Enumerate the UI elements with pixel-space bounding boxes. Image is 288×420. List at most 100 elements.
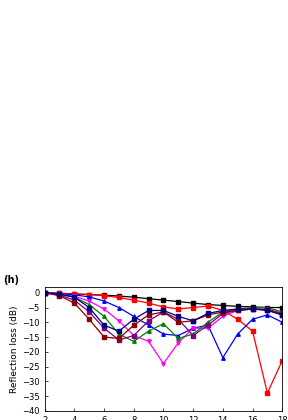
4.5 mm: [221, 310, 225, 315]
3.0 mm: [43, 290, 46, 295]
3.5 mm: [177, 336, 180, 341]
5.0 mm: [206, 311, 210, 316]
3.5 mm: [192, 331, 195, 336]
5.0 mm: [43, 290, 46, 295]
4.5 mm: [43, 290, 46, 295]
2.5 mm: [251, 317, 254, 322]
Line: 1.5 mm: 1.5 mm: [43, 291, 284, 309]
1.5 mm: [132, 295, 135, 300]
5.0 mm: [58, 292, 61, 297]
3.0 mm: [102, 307, 106, 312]
Line: 4.5 mm: 4.5 mm: [43, 291, 284, 340]
1.5 mm: [43, 290, 46, 295]
4.5 mm: [147, 312, 150, 318]
5.0 mm: [221, 308, 225, 313]
1.5 mm: [102, 293, 106, 298]
Line: 3.0 mm: 3.0 mm: [43, 291, 284, 365]
4.0 mm: [177, 317, 180, 322]
2.5 mm: [43, 290, 46, 295]
5.0 mm: [88, 305, 91, 310]
4.0 mm: [102, 326, 106, 331]
Line: 2.5 mm: 2.5 mm: [43, 291, 284, 360]
1.5 mm: [236, 304, 239, 309]
2.0 mm: [162, 304, 165, 310]
5.0 mm: [162, 308, 165, 313]
3.5 mm: [206, 320, 210, 325]
4.5 mm: [206, 312, 210, 318]
4.0 mm: [147, 318, 150, 323]
3.5 mm: [102, 314, 106, 319]
1.5 mm: [88, 292, 91, 297]
1.5 mm: [58, 291, 61, 296]
4.0 mm: [58, 293, 61, 298]
Text: (h): (h): [3, 275, 19, 285]
3.5 mm: [58, 292, 61, 297]
1.5 mm: [117, 294, 121, 299]
5.0 mm: [147, 308, 150, 313]
4.0 mm: [132, 333, 135, 338]
2.0 mm: [281, 358, 284, 363]
4.5 mm: [281, 312, 284, 318]
3.5 mm: [73, 295, 76, 300]
2.0 mm: [117, 295, 121, 300]
4.0 mm: [88, 310, 91, 315]
2.5 mm: [177, 333, 180, 338]
3.0 mm: [88, 299, 91, 304]
3.0 mm: [73, 294, 76, 299]
2.0 mm: [88, 292, 91, 297]
3.5 mm: [147, 328, 150, 333]
4.0 mm: [236, 308, 239, 313]
3.0 mm: [221, 314, 225, 319]
2.0 mm: [192, 305, 195, 310]
3.5 mm: [251, 305, 254, 310]
5.0 mm: [102, 323, 106, 328]
4.5 mm: [162, 310, 165, 315]
Line: 2.0 mm: 2.0 mm: [43, 291, 284, 395]
5.0 mm: [117, 328, 121, 333]
5.0 mm: [236, 307, 239, 312]
3.0 mm: [266, 307, 269, 312]
3.0 mm: [58, 292, 61, 297]
1.5 mm: [192, 301, 195, 306]
Y-axis label: Reflection loss (dB): Reflection loss (dB): [10, 305, 19, 393]
2.5 mm: [266, 312, 269, 318]
1.5 mm: [177, 299, 180, 304]
1.5 mm: [266, 305, 269, 310]
2.0 mm: [102, 293, 106, 298]
2.5 mm: [147, 323, 150, 328]
4.0 mm: [117, 337, 121, 342]
2.0 mm: [236, 317, 239, 322]
5.0 mm: [192, 318, 195, 323]
2.5 mm: [73, 292, 76, 297]
2.5 mm: [162, 331, 165, 336]
3.5 mm: [88, 302, 91, 307]
3.0 mm: [132, 333, 135, 338]
2.5 mm: [88, 294, 91, 299]
2.5 mm: [192, 326, 195, 331]
4.5 mm: [73, 301, 76, 306]
3.0 mm: [117, 318, 121, 323]
2.5 mm: [132, 314, 135, 319]
1.5 mm: [73, 291, 76, 297]
2.0 mm: [206, 304, 210, 309]
2.0 mm: [132, 298, 135, 303]
5.0 mm: [177, 314, 180, 319]
5.0 mm: [281, 312, 284, 318]
4.0 mm: [73, 298, 76, 303]
Line: 3.5 mm: 3.5 mm: [43, 291, 284, 343]
4.5 mm: [236, 308, 239, 313]
2.5 mm: [58, 291, 61, 296]
2.0 mm: [221, 308, 225, 313]
1.5 mm: [162, 298, 165, 303]
4.0 mm: [192, 333, 195, 338]
4.0 mm: [206, 323, 210, 328]
4.5 mm: [102, 334, 106, 339]
1.5 mm: [206, 302, 210, 307]
3.5 mm: [162, 321, 165, 326]
2.5 mm: [117, 305, 121, 310]
1.5 mm: [281, 305, 284, 310]
2.5 mm: [281, 320, 284, 325]
2.0 mm: [147, 301, 150, 306]
2.5 mm: [102, 299, 106, 304]
3.5 mm: [43, 290, 46, 295]
